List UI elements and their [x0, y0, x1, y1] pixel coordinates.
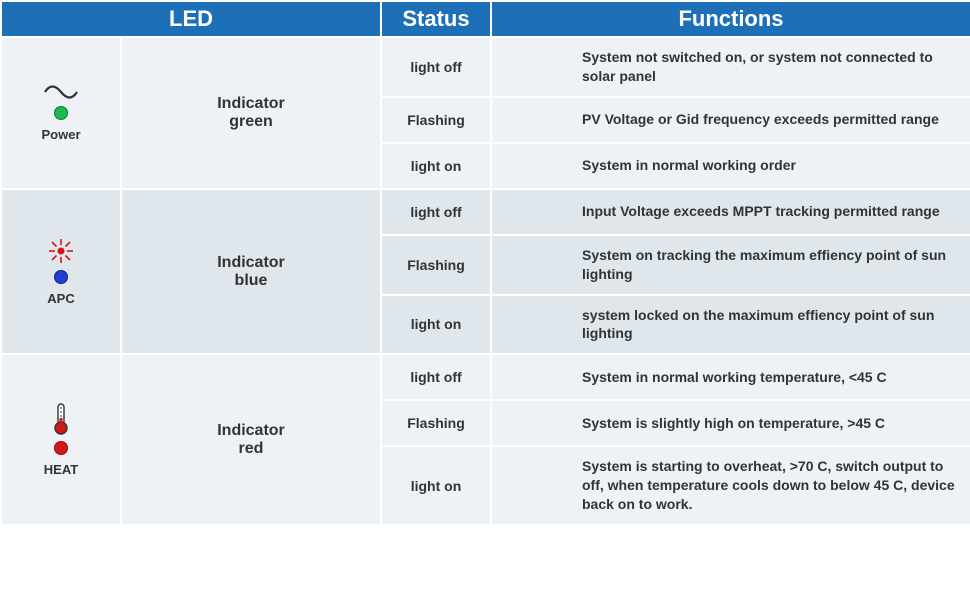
- led-dot-blue-icon: [53, 269, 69, 285]
- header-row: LED Status Functions: [1, 1, 970, 37]
- indicator-cell: Indicator red: [121, 354, 381, 525]
- led-status-table: LED Status Functions Power Indicator: [0, 0, 970, 526]
- icon-label: APC: [47, 291, 74, 306]
- function-cell: System in normal working order: [491, 143, 970, 189]
- icon-label: HEAT: [44, 462, 78, 477]
- function-cell: Input Voltage exceeds MPPT tracking perm…: [491, 189, 970, 235]
- function-cell: PV Voltage or Gid frequency exceeds perm…: [491, 97, 970, 143]
- status-cell: light off: [381, 354, 491, 400]
- indicator-color: green: [229, 113, 273, 130]
- function-cell: system locked on the maximum effiency po…: [491, 295, 970, 355]
- indicator-cell: Indicator green: [121, 37, 381, 189]
- table-row: APC Indicator blue light off Input Volta…: [1, 189, 970, 235]
- thermometer-icon: [52, 402, 70, 436]
- status-cell: light off: [381, 189, 491, 235]
- status-cell: Flashing: [381, 400, 491, 446]
- status-cell: light on: [381, 295, 491, 355]
- status-cell: light off: [381, 37, 491, 97]
- table-row: Power Indicator green light off System n…: [1, 37, 970, 97]
- indicator-cell: Indicator blue: [121, 189, 381, 355]
- sine-wave-icon: [43, 83, 79, 101]
- function-cell: System is slightly high on temperature, …: [491, 400, 970, 446]
- function-cell: System in normal working temperature, <4…: [491, 354, 970, 400]
- col-led: LED: [1, 1, 381, 37]
- indicator-text: Indicator: [217, 422, 285, 439]
- icon-cell-heat: HEAT: [1, 354, 121, 525]
- led-dot-red-icon: [53, 440, 69, 456]
- indicator-text: Indicator: [217, 254, 285, 271]
- col-functions: Functions: [491, 1, 970, 37]
- status-cell: light on: [381, 446, 491, 525]
- status-cell: light on: [381, 143, 491, 189]
- function-cell: System is starting to overheat, >70 C, s…: [491, 446, 970, 525]
- indicator-color: blue: [235, 272, 268, 289]
- function-cell: System not switched on, or system not co…: [491, 37, 970, 97]
- led-dot-green-icon: [53, 105, 69, 121]
- indicator-color: red: [239, 440, 264, 457]
- status-cell: Flashing: [381, 235, 491, 295]
- table-row: HEAT Indicator red light off System in n…: [1, 354, 970, 400]
- function-cell: System on tracking the maximum effiency …: [491, 235, 970, 295]
- icon-label: Power: [41, 127, 80, 142]
- col-status: Status: [381, 1, 491, 37]
- icon-cell-apc: APC: [1, 189, 121, 355]
- sun-burst-icon: [47, 237, 75, 265]
- indicator-text: Indicator: [217, 95, 285, 112]
- icon-cell-power: Power: [1, 37, 121, 189]
- status-cell: Flashing: [381, 97, 491, 143]
